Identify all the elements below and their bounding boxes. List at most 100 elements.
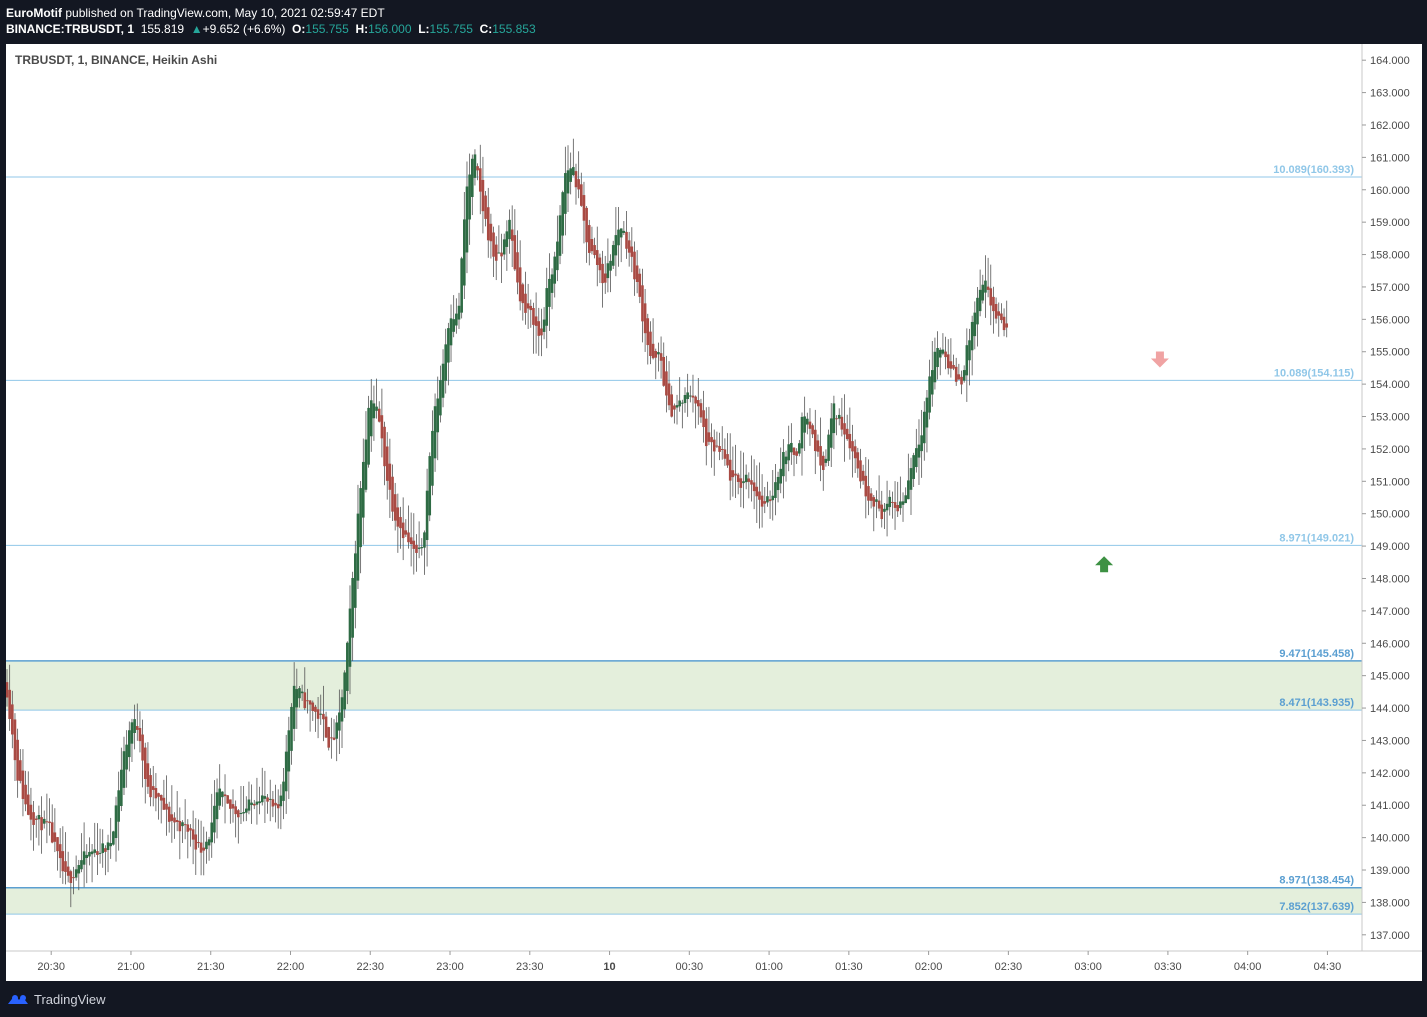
candle-body[interactable] <box>649 331 652 356</box>
candle-body[interactable] <box>619 228 623 238</box>
candle-body[interactable] <box>377 408 381 422</box>
candle-body[interactable] <box>774 482 777 498</box>
candle-body[interactable] <box>82 851 86 865</box>
candle-body[interactable] <box>359 488 362 548</box>
candle-body[interactable] <box>667 383 671 406</box>
candle-body[interactable] <box>712 439 716 452</box>
candle-body[interactable] <box>851 441 854 452</box>
candle-body[interactable] <box>351 578 354 638</box>
candle-body[interactable] <box>585 207 588 243</box>
candle-body[interactable] <box>497 252 501 254</box>
candle-body[interactable] <box>707 432 711 442</box>
candle-body[interactable] <box>229 799 232 809</box>
candle-body[interactable] <box>973 312 977 337</box>
candle-body[interactable] <box>247 799 251 811</box>
candle-body[interactable] <box>997 311 1001 316</box>
candle-body[interactable] <box>976 297 979 325</box>
candle-body[interactable] <box>577 179 580 190</box>
candle-body[interactable] <box>324 716 328 738</box>
candle-body[interactable] <box>595 250 599 265</box>
candle-body[interactable] <box>372 403 376 419</box>
candle-body[interactable] <box>13 719 17 761</box>
candle-body[interactable] <box>888 496 892 508</box>
author-name[interactable]: EuroMotif <box>6 6 62 20</box>
candle-body[interactable] <box>335 722 338 739</box>
candle-body[interactable] <box>949 361 953 369</box>
candle-body[interactable] <box>298 688 301 699</box>
candle-body[interactable] <box>715 445 719 447</box>
candle-body[interactable] <box>526 303 530 309</box>
candle-body[interactable] <box>907 480 910 500</box>
candle-body[interactable] <box>513 235 517 270</box>
candle-body[interactable] <box>550 274 554 293</box>
candle-body[interactable] <box>848 433 852 449</box>
candle-body[interactable] <box>306 700 309 702</box>
candle-body[interactable] <box>734 473 737 476</box>
candle-body[interactable] <box>151 786 155 790</box>
candle-body[interactable] <box>112 831 115 845</box>
candle-body[interactable] <box>72 877 75 879</box>
candle-body[interactable] <box>899 501 902 509</box>
candle-body[interactable] <box>149 775 152 798</box>
chart-frame[interactable]: 9.471(145.458) 8.471(143.935) 8.971(138.45… <box>6 44 1422 981</box>
candle-body[interactable] <box>832 403 836 434</box>
candle-body[interactable] <box>396 507 400 527</box>
candle-body[interactable] <box>518 267 522 302</box>
zone-0[interactable] <box>6 660 1362 711</box>
candle-body[interactable] <box>64 861 67 872</box>
candle-body[interactable] <box>704 418 708 447</box>
candle-body[interactable] <box>545 288 549 326</box>
candle-body[interactable] <box>611 245 615 266</box>
candle-body[interactable] <box>412 540 416 549</box>
candle-body[interactable] <box>170 814 174 821</box>
candle-body[interactable] <box>322 713 325 720</box>
candle-body[interactable] <box>242 812 245 814</box>
candle-body[interactable] <box>218 788 222 806</box>
candle-body[interactable] <box>739 478 743 488</box>
candle-body[interactable] <box>1002 316 1006 331</box>
candle-body[interactable] <box>221 791 224 798</box>
candle-body[interactable] <box>18 760 22 781</box>
candle-body[interactable] <box>960 376 963 385</box>
candle-body[interactable] <box>885 503 889 511</box>
candle-body[interactable] <box>569 168 572 182</box>
candle-body[interactable] <box>433 406 437 459</box>
candle-body[interactable] <box>840 416 844 430</box>
candle-body[interactable] <box>401 522 405 539</box>
candle-body[interactable] <box>689 395 692 397</box>
candle-body[interactable] <box>798 443 801 454</box>
candle-body[interactable] <box>837 414 841 419</box>
candle-body[interactable] <box>282 781 285 801</box>
candle-body[interactable] <box>284 751 288 792</box>
candle-body[interactable] <box>930 370 934 395</box>
candle-body[interactable] <box>361 461 365 518</box>
candle-body[interactable] <box>154 788 158 799</box>
candle-body[interactable] <box>867 486 870 501</box>
candle-body[interactable] <box>912 455 915 479</box>
candle-body[interactable] <box>199 842 203 853</box>
candle-body[interactable] <box>263 796 267 799</box>
candle-body[interactable] <box>893 502 897 508</box>
candle-body[interactable] <box>181 822 184 827</box>
candle-body[interactable] <box>883 508 886 512</box>
candle-body[interactable] <box>441 363 445 398</box>
candle-body[interactable] <box>234 806 237 815</box>
candle-body[interactable] <box>93 849 97 853</box>
candle-body[interactable] <box>630 246 634 257</box>
candle-body[interactable] <box>542 319 546 332</box>
footer-brand[interactable]: TradingView <box>34 991 106 1007</box>
candle-body[interactable] <box>909 468 913 490</box>
candle-body[interactable] <box>861 470 865 481</box>
candle-body[interactable] <box>34 818 38 820</box>
candle-body[interactable] <box>681 402 684 404</box>
candle-body[interactable] <box>494 244 498 261</box>
candle-body[interactable] <box>662 356 666 386</box>
candle-body[interactable] <box>128 730 131 758</box>
candle-body[interactable] <box>500 252 503 257</box>
candle-body[interactable] <box>42 818 46 824</box>
candle-body[interactable] <box>928 376 931 413</box>
candle-body[interactable] <box>260 795 264 803</box>
candle-body[interactable] <box>415 544 418 553</box>
candle-body[interactable] <box>768 499 772 502</box>
candle-body[interactable] <box>383 426 386 467</box>
